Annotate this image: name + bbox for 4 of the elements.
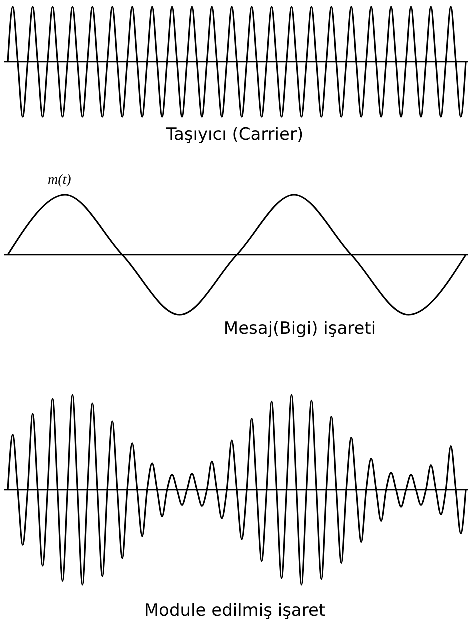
text: Module edilmiş işaret: [144, 601, 326, 621]
text: Taşıyıcı (Carrier): [165, 125, 304, 145]
text: m(t): [48, 173, 72, 188]
text: Mesaj(Bigi) işareti: [224, 319, 376, 339]
